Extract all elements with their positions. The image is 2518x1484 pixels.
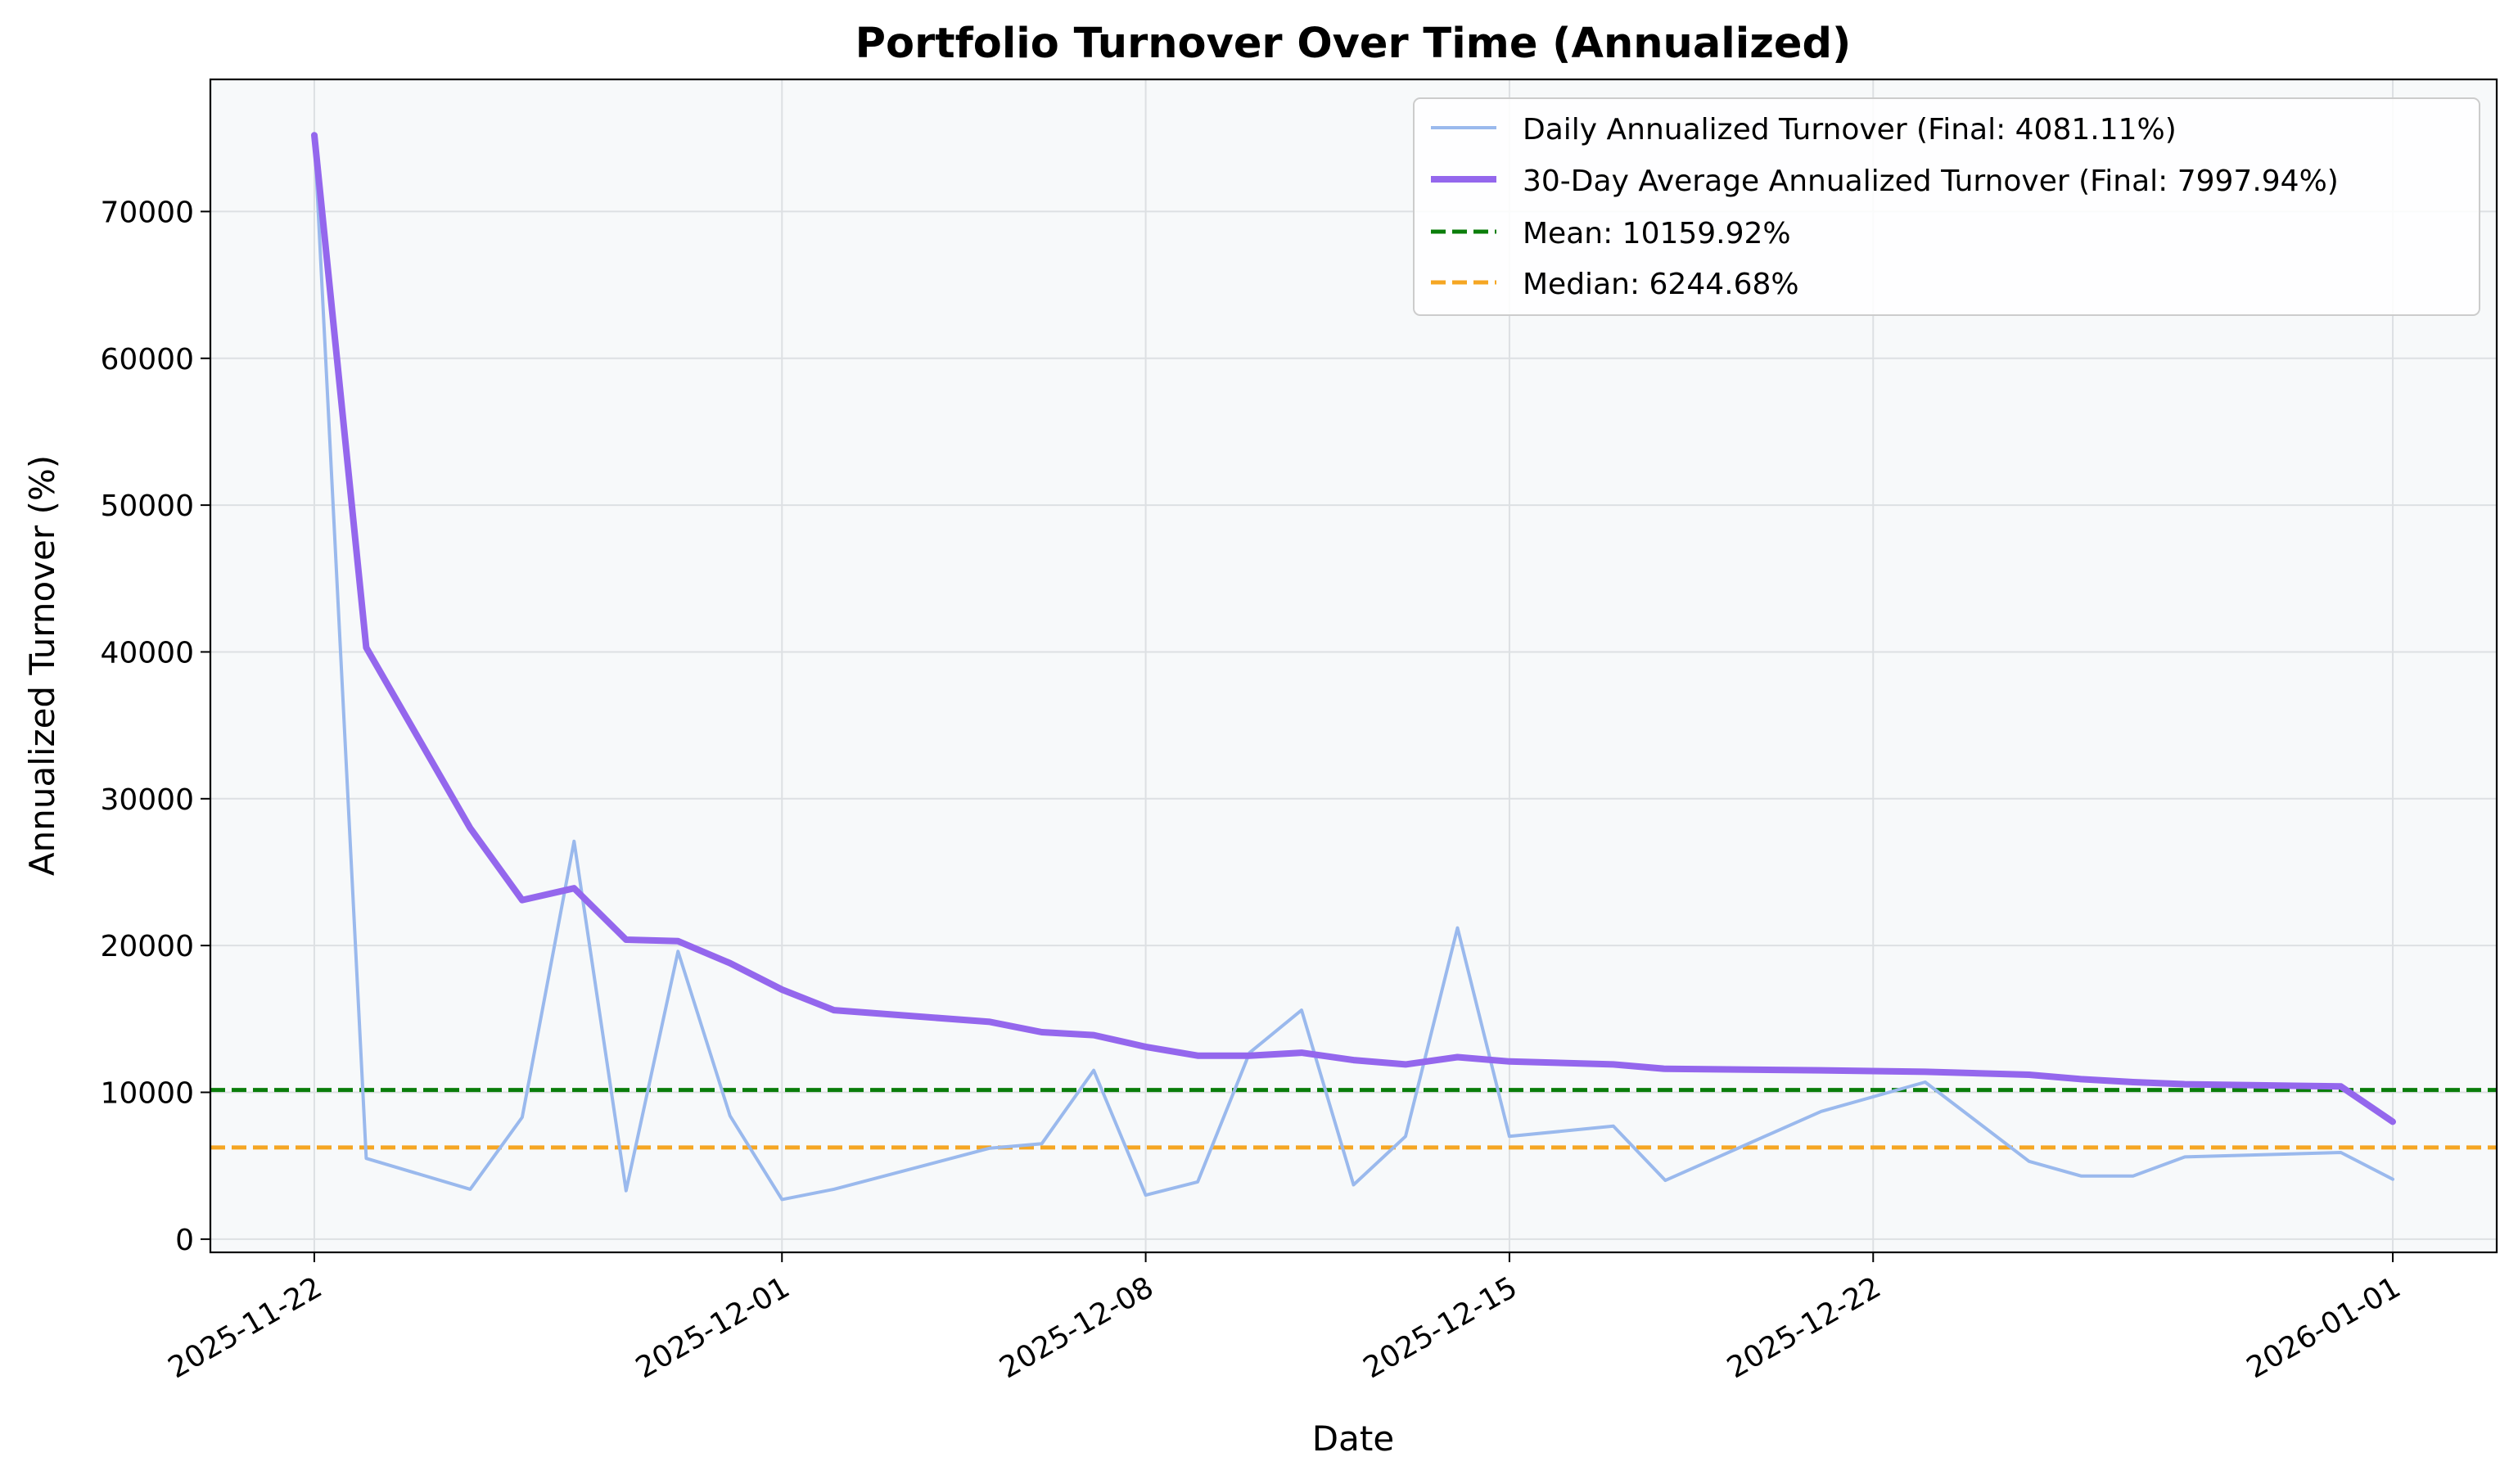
chart-title: Portfolio Turnover Over Time (Annualized…	[855, 20, 1852, 68]
y-tick-label: 30000	[100, 783, 194, 817]
legend-label-mean: Mean: 10159.92%	[1523, 217, 1791, 250]
y-tick-label: 0	[175, 1224, 194, 1257]
series-lines	[311, 132, 2396, 1202]
y-tick-label: 10000	[100, 1077, 194, 1111]
y-tick-label: 60000	[100, 343, 194, 377]
legend-label-daily: Daily Annualized Turnover (Final: 4081.1…	[1523, 113, 2177, 147]
thirty-day-average-line	[311, 132, 2396, 1125]
legend-box	[1413, 97, 2480, 316]
y-axis-label: Annualized Turnover (%)	[22, 455, 62, 876]
reference-lines	[210, 1088, 2497, 1150]
axes-frame	[209, 78, 2498, 1254]
y-tick-label: 70000	[100, 196, 194, 229]
y-tick-label: 40000	[100, 636, 194, 670]
legend: Daily Annualized Turnover (Final: 4081.1…	[1413, 97, 2480, 316]
legend-label-30day-average: 30-Day Average Annualized Turnover (Fina…	[1523, 165, 2339, 198]
x-axis-label: Date	[1312, 1419, 1394, 1459]
legend-label-median: Median: 6244.68%	[1523, 268, 1799, 301]
y-tick-label: 50000	[100, 489, 194, 523]
y-tick-label: 20000	[100, 930, 194, 963]
